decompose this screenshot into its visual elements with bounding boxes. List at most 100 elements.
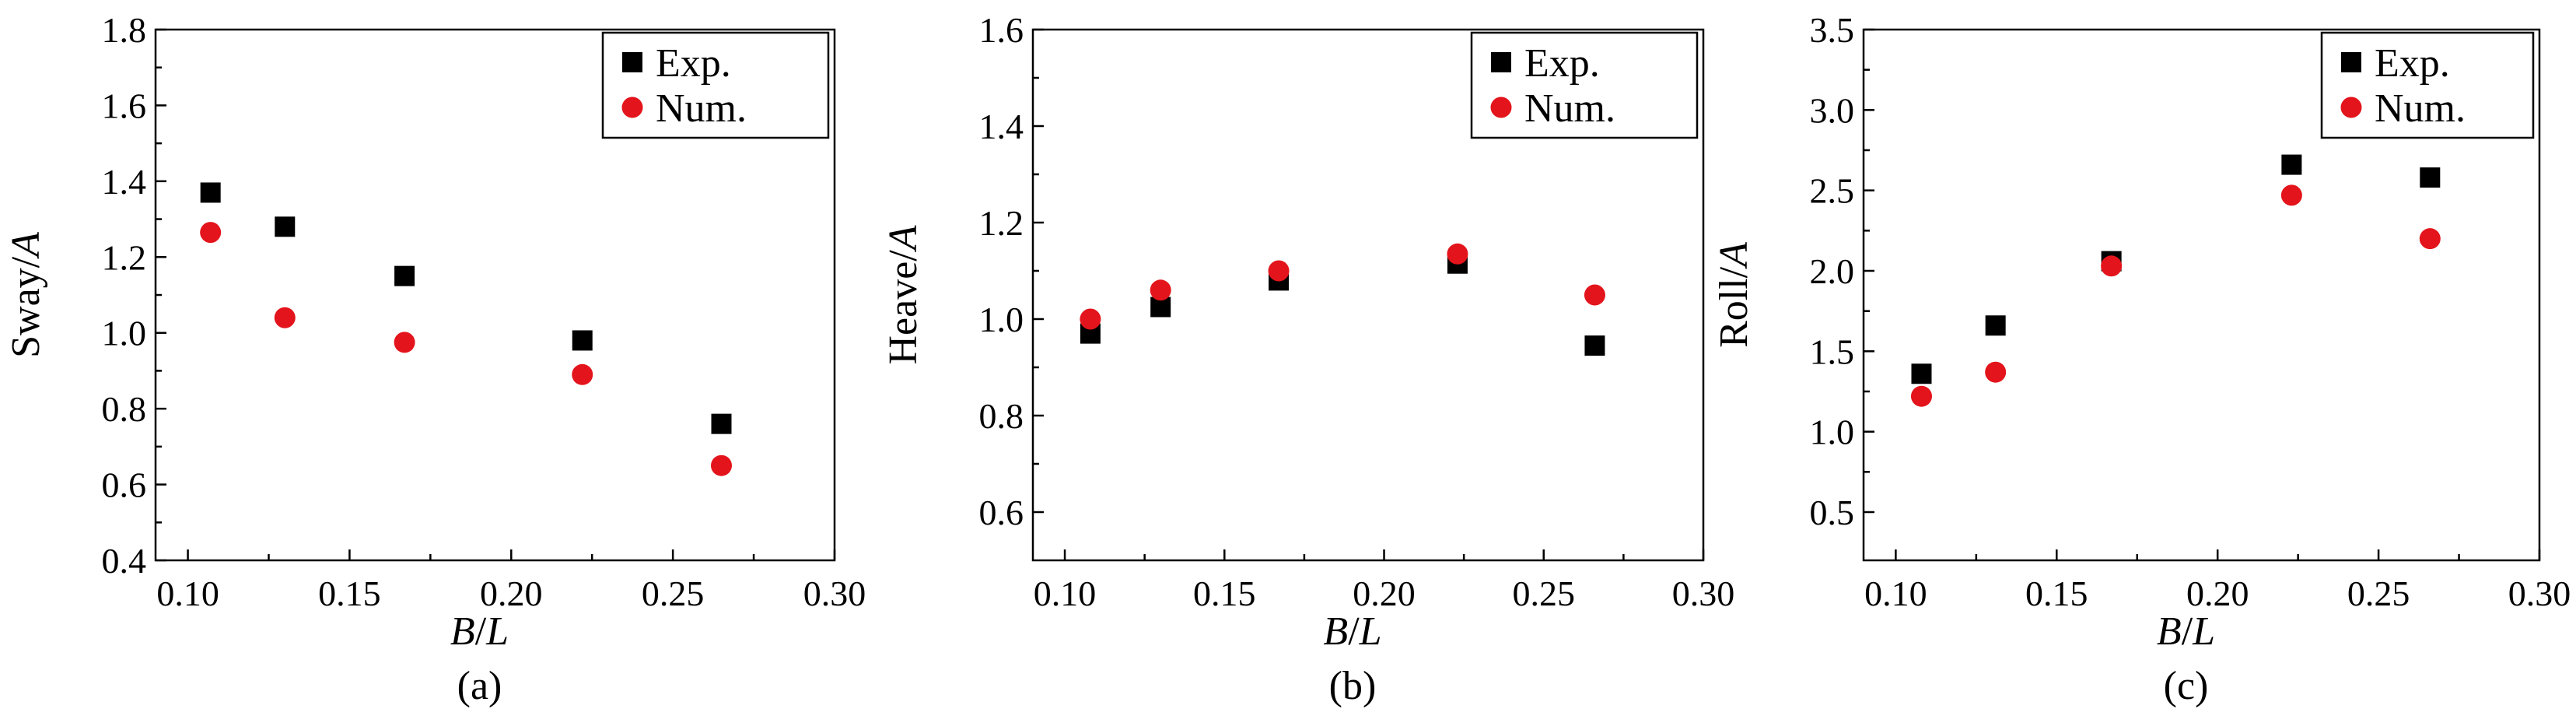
chart-panel-a: 0.10 0.15 0.20 0.25 0.30 0.4 0.6 0.8 1.0 1.2 1.4 1.… [4,10,866,708]
data-point-exp [572,330,593,351]
label-part: / [1348,609,1360,654]
data-point-exp [394,265,415,286]
y-tick-label: 1.6 [979,10,1024,50]
legend-label: Num. [656,86,747,131]
data-point-num [2280,184,2302,206]
x-tick-label: 0.25 [2347,574,2410,613]
y-tick-label: 0.8 [102,389,147,429]
y-tick-label: 3.5 [1810,10,1855,50]
data-point-num [1447,243,1468,265]
plot-frame [1862,28,2541,562]
legend-marker-exp [1491,52,1511,72]
y-axis-title: Roll/A [1712,242,1756,348]
label-part: / [475,609,487,654]
legend: Exp.Num. [601,31,830,139]
legend-box [1470,31,1699,139]
data-point-num [1985,361,2007,383]
x-tick-label: 0.30 [1672,574,1735,613]
label-part: Roll/ [1712,266,1756,348]
data-point-num [1150,279,1171,301]
legend-marker-num [1490,97,1512,118]
x-tick-label: 0.25 [642,574,705,613]
legend-marker-num [621,97,643,118]
legend-label: Exp. [656,41,731,86]
data-point-num [2101,255,2123,277]
x-tick-label: 0.15 [2025,574,2088,613]
y-tick-label: 1.0 [1810,412,1855,452]
y-tick-label: 1.4 [979,107,1024,146]
label-part: B [2157,609,2182,654]
panel-caption: (a) [457,664,502,708]
y-tick-label: 2.5 [1810,171,1855,211]
x-axis-title: B/L [1323,609,1381,654]
x-tick-label: 0.15 [1193,574,1256,613]
chart-panel-c: 0.10 0.15 0.20 0.25 0.30 0.5 1.0 1.5 2.0 2.5 3.0 3.… [1712,10,2571,708]
legend-box [601,31,830,139]
x-tick-label: 0.30 [803,574,866,613]
panel-caption: (b) [1329,664,1377,708]
panel-caption: (c) [2164,664,2209,708]
y-tick-label: 1.5 [1810,332,1855,371]
y-tick-label: 0.8 [979,396,1024,436]
y-tick-label: 1.8 [102,10,147,50]
y-tick-label: 1.2 [979,203,1024,243]
legend-marker-exp [622,52,642,72]
legend-label: Num. [2375,86,2466,131]
label-part: B [450,609,475,654]
x-axis-title: B/L [2157,609,2215,654]
y-axis-title: Sway/A [4,232,48,358]
label-part: Heave/ [881,250,926,365]
data-point-num [1910,385,1932,407]
x-tick-label: 0.20 [2186,574,2249,613]
x-axis-title: B/L [450,609,509,654]
label-part: Sway/ [4,256,48,358]
x-tick-label: 0.10 [156,574,219,613]
legend-marker-num [2340,97,2362,118]
legend-label: Num. [1524,86,1615,131]
data-point-exp [275,216,296,237]
label-part: / [2182,609,2193,654]
legend-label: Exp. [1524,41,1600,86]
legend-label: Exp. [2375,41,2450,86]
x-tick-label: 0.10 [1864,574,1927,613]
plot-frame [1031,28,1705,562]
legend-box [2320,31,2535,139]
data-point-exp [200,182,221,203]
x-tick-label: 0.30 [2508,574,2571,613]
label-part: L [485,609,509,654]
data-point-exp [2281,154,2302,175]
y-tick-label: 0.5 [1810,493,1855,532]
data-point-num [711,455,732,476]
data-point-num [1080,308,1101,330]
y-tick-label: 1.4 [102,162,147,202]
label-part: A [4,232,48,259]
data-point-num [1268,260,1290,282]
y-tick-label: 0.6 [979,493,1024,532]
data-point-num [1584,284,1605,306]
y-axis-title: Heave/A [881,225,926,364]
data-point-num [200,222,222,244]
y-tick-label: 0.4 [102,541,147,581]
legend: Exp.Num. [2320,31,2535,139]
label-part: L [2192,609,2215,654]
label-part: L [1359,609,1382,654]
chart-panel-b: 0.10 0.15 0.20 0.25 0.30 0.6 0.8 1.0 1.2 1.4 1.6 B/… [881,10,1734,708]
label-part: A [881,225,926,252]
data-point-exp [711,413,732,434]
y-tick-label: 1.0 [102,314,147,353]
legend: Exp.Num. [1470,31,1699,139]
y-tick-label: 3.0 [1810,90,1855,130]
y-tick-label: 0.6 [102,465,147,505]
data-point-num [274,307,296,328]
data-point-num [572,363,593,385]
y-tick-label: 1.0 [979,300,1024,339]
y-tick-label: 1.2 [102,237,147,277]
data-point-exp [1985,315,2006,336]
x-tick-label: 0.20 [480,574,543,613]
label-part: B [1323,609,1348,654]
data-point-num [394,332,415,353]
x-tick-label: 0.15 [318,574,381,613]
y-tick-label: 2.0 [1810,251,1855,291]
x-tick-label: 0.20 [1353,574,1416,613]
data-point-exp [1584,335,1605,356]
